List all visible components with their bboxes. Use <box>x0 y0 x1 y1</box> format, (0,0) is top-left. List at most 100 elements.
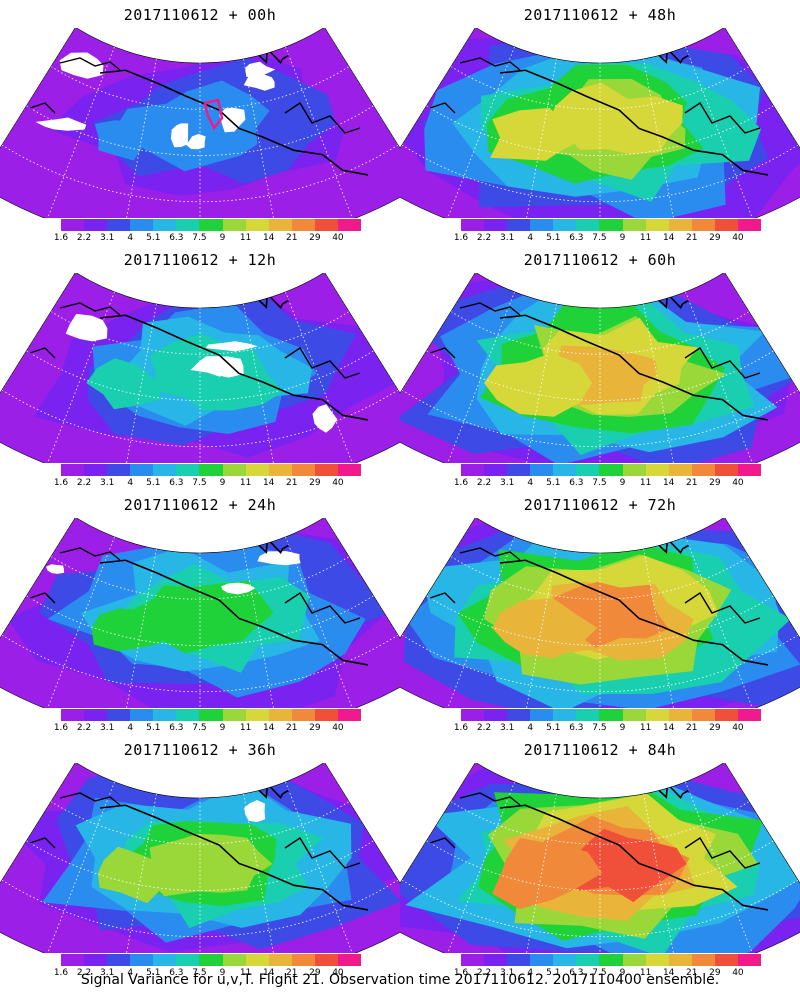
colorbar-swatch <box>222 709 246 721</box>
colorbar-tick-label: 9 <box>219 233 226 243</box>
map-panel: 2017110612 + 00h 1.6 2.2 3.1 4 5.1 6.3 7.5 9 11 14… <box>0 0 400 245</box>
colorbar-tick-label: 1.6 <box>453 723 469 733</box>
panel-title: 2017110612 + 60h <box>523 251 677 269</box>
colorbar-tick-label: 11 <box>239 968 252 978</box>
colorbar-tick-label: 5.1 <box>546 968 561 978</box>
colorbar-swatch <box>714 219 738 231</box>
colorbar-swatch <box>553 219 577 231</box>
colorbar-swatch <box>668 464 692 476</box>
colorbar-swatch <box>530 954 554 966</box>
colorbar-swatch <box>337 219 362 231</box>
colorbar-swatch <box>314 464 338 476</box>
coastline <box>499 69 769 176</box>
variance-map <box>0 273 400 463</box>
colorbar-swatch <box>176 954 200 966</box>
colorbar-swatch <box>737 219 762 231</box>
map-border <box>0 28 400 218</box>
colorbar-swatch <box>153 464 177 476</box>
colorbar-swatch <box>714 954 738 966</box>
colorbar-swatch <box>691 219 715 231</box>
map-border <box>0 273 400 463</box>
colorbar-tick-label: 11 <box>239 478 252 488</box>
colorbar-tick-label: 40 <box>332 968 344 978</box>
map-border <box>400 763 800 953</box>
colorbar-tick-label: 29 <box>709 968 721 978</box>
colorbar-tick-label: 1.6 <box>453 478 469 488</box>
colorbar-tick-label: 11 <box>639 233 652 243</box>
coastline <box>29 57 361 134</box>
colorbar-swatch <box>484 954 508 966</box>
colorbar-swatch <box>507 219 531 231</box>
colorbar-tick-label: 1.6 <box>53 723 69 733</box>
colorbar-tick-label: 1.6 <box>453 968 469 978</box>
colorbar-tick-label: 21 <box>286 723 298 733</box>
variance-map <box>0 518 400 708</box>
variance-map <box>400 518 800 708</box>
missing-data-patch <box>65 313 108 342</box>
colorbar-swatch <box>199 464 223 476</box>
colorbar-tick-label: 21 <box>686 968 698 978</box>
colorbar-swatch <box>337 709 362 721</box>
colorbar-swatch <box>576 219 600 231</box>
coastline <box>99 314 369 421</box>
colorbar-swatch <box>291 219 315 231</box>
colorbar-swatch <box>691 709 715 721</box>
colorbar-ticks: 1.6 2.2 3.1 4 5.1 6.3 7.5 9 11 14 21 29 40 <box>454 233 761 245</box>
coastline <box>429 792 761 869</box>
missing-data-patch <box>35 117 87 131</box>
colorbar-swatch <box>576 954 600 966</box>
panel-title: 2017110612 + 00h <box>123 6 277 24</box>
missing-data-patch <box>207 356 244 378</box>
map-panel: 2017110612 + 84h 1.6 2.2 3.1 4 5.1 6.3 7.5 9 11 14… <box>400 735 800 980</box>
map-panel: 2017110612 + 48h 1.6 2.2 3.1 4 5.1 6.3 7.5 9 11 14… <box>400 0 800 245</box>
colorbar-tick-label: 29 <box>709 478 721 488</box>
colorbar-swatch <box>107 219 131 231</box>
colorbar-swatch <box>199 954 223 966</box>
colorbar-tick-label: 6.3 <box>569 968 584 978</box>
colorbar-tick-label: 3.1 <box>99 478 115 488</box>
map-panel: 2017110612 + 72h 1.6 2.2 3.1 4 5.1 6.3 7.5 9 11 14… <box>400 490 800 735</box>
contour-level <box>490 107 586 161</box>
colorbar-tick-label: 40 <box>732 233 744 243</box>
colorbar-tick-label: 3.1 <box>499 723 515 733</box>
colorbar-swatch <box>599 219 623 231</box>
colorbar-swatch <box>622 219 646 231</box>
colorbar-swatch <box>153 709 177 721</box>
colorbar-swatch <box>153 954 177 966</box>
contour-level <box>484 353 592 417</box>
colorbar-swatch <box>61 219 85 231</box>
colorbar-tick-label: 5.1 <box>146 723 161 733</box>
colorbar-swatch <box>268 219 292 231</box>
colorbar-tick-label: 40 <box>732 478 744 488</box>
colorbar-ticks: 1.6 2.2 3.1 4 5.1 6.3 7.5 9 11 14 21 29 40 <box>454 968 761 980</box>
colorbar-tick-label: 9 <box>219 723 226 733</box>
colorbar-tick-label: 9 <box>619 233 626 243</box>
colorbar-ticks: 1.6 2.2 3.1 4 5.1 6.3 7.5 9 11 14 21 29 40 <box>454 723 761 735</box>
colorbar-swatch <box>61 464 85 476</box>
map-border <box>400 273 800 463</box>
colorbar-tick-label: 14 <box>262 233 275 243</box>
colorbar-swatch <box>84 954 108 966</box>
colorbar-swatch <box>176 219 200 231</box>
colorbar-swatch <box>130 464 154 476</box>
colorbar-tick-label: 4 <box>527 233 534 243</box>
colorbar <box>61 464 362 476</box>
colorbar-tick-label: 6.3 <box>169 233 184 243</box>
colorbar-tick-label: 7.5 <box>192 233 207 243</box>
colorbar-tick-label: 1.6 <box>53 968 69 978</box>
colorbar <box>461 709 762 721</box>
colorbar-swatch <box>530 219 554 231</box>
colorbar-tick-label: 9 <box>219 968 226 978</box>
colorbar-tick-label: 5.1 <box>546 233 561 243</box>
colorbar-swatch <box>622 954 646 966</box>
colorbar-tick-label: 4 <box>527 478 534 488</box>
missing-data-patch <box>170 123 189 148</box>
colorbar-swatch <box>530 464 554 476</box>
colorbar-tick-label: 6.3 <box>569 478 584 488</box>
colorbar-swatch <box>484 219 508 231</box>
colorbar-swatch <box>130 219 154 231</box>
colorbar-tick-label: 4 <box>127 478 134 488</box>
missing-data-patch <box>219 107 246 133</box>
colorbar-tick-label: 21 <box>686 723 698 733</box>
colorbar-ticks: 1.6 2.2 3.1 4 5.1 6.3 7.5 9 11 14 21 29 40 <box>54 723 361 735</box>
